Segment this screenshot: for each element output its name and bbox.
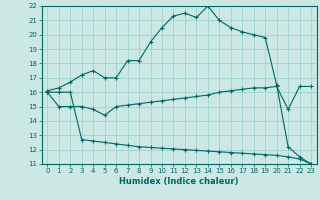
X-axis label: Humidex (Indice chaleur): Humidex (Indice chaleur) [119,177,239,186]
